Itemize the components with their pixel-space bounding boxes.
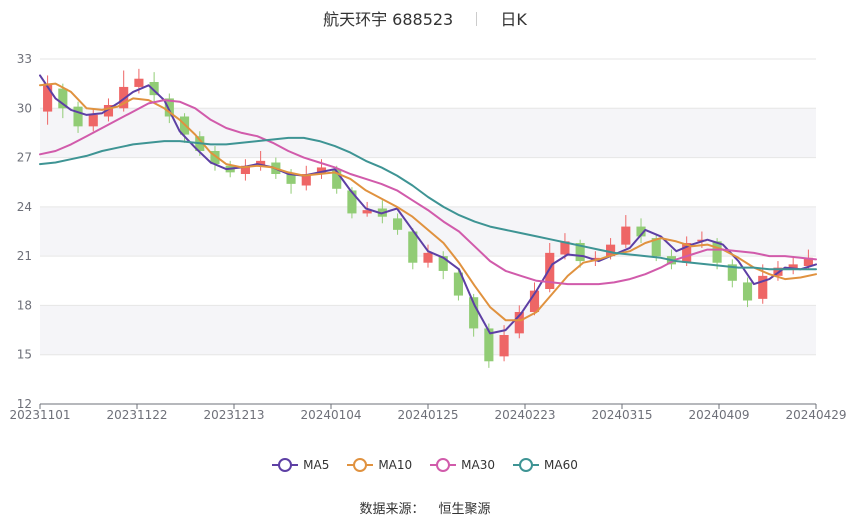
x-tick-label: 20240104 [300, 408, 361, 422]
grid-band [40, 108, 816, 158]
data-source: 数据来源： 恒生聚源 [0, 498, 850, 517]
grid-band [40, 305, 816, 355]
x-tick-label: 20231122 [106, 408, 167, 422]
source-label: 数据来源： [359, 502, 425, 517]
candle-body [682, 243, 692, 263]
legend-swatch-ma60 [513, 458, 540, 472]
y-tick-label: 33 [17, 52, 32, 66]
candle-body [119, 86, 129, 109]
x-tick-label: 20240223 [494, 408, 555, 422]
legend-label-ma10: MA10 [378, 458, 413, 472]
candle-body [103, 105, 114, 117]
y-tick-label: 30 [17, 101, 32, 115]
x-tick-label: 20240125 [397, 408, 458, 422]
candle-body [286, 174, 296, 184]
y-tick-label: 12 [17, 397, 32, 411]
y-tick-label: 15 [17, 348, 32, 362]
candle-body [606, 244, 616, 257]
legend-item-ma10[interactable]: MA10 [347, 458, 412, 472]
candle-body [256, 160, 266, 166]
legend-swatch-ma10 [347, 458, 374, 472]
candle-body [453, 272, 463, 296]
series-line-ma60 [39, 136, 817, 271]
candle-body [73, 106, 83, 127]
candle-body [545, 252, 555, 289]
legend-label-ma30: MA30 [461, 458, 496, 472]
stock-name: 航天环宇 688523 [323, 10, 454, 29]
candle-body [393, 218, 403, 230]
legend-label-ma5: MA5 [303, 458, 330, 472]
y-tick-label: 27 [17, 151, 32, 165]
y-tick-label: 24 [17, 200, 32, 214]
x-tick-label: 20231213 [203, 408, 264, 422]
candle-body [484, 328, 494, 362]
candle-body [332, 169, 342, 189]
candle-body [712, 241, 722, 263]
candle-body [164, 98, 174, 117]
candle-body [58, 88, 68, 109]
candle-body [408, 231, 418, 263]
legend-swatch-ma5 [272, 458, 299, 472]
candle-body [469, 297, 479, 329]
x-tick-label: 20240409 [688, 408, 749, 422]
candle-body [210, 151, 220, 165]
candle-body [438, 256, 448, 271]
chart-legend: MA5 MA10 MA30 MA60 [0, 458, 850, 472]
candle-body [529, 290, 540, 312]
source-provider: 恒生聚源 [438, 502, 491, 517]
legend-item-ma60[interactable]: MA60 [513, 458, 578, 472]
candle-body [88, 114, 98, 127]
candle-body [803, 257, 813, 266]
series-line-ma5 [39, 74, 817, 335]
candle-body [758, 275, 768, 299]
candle-body [742, 282, 753, 301]
candle-body [301, 174, 311, 186]
candle-body [423, 252, 433, 263]
candle-body [636, 226, 646, 237]
series-line-ma30 [39, 99, 817, 286]
candlestick-chart: 12 15 18 21 24 27 30 33 20231101 20231122 20231213… [9, 52, 846, 422]
candle-body [240, 165, 250, 174]
candle-body [514, 312, 524, 334]
candle-body [727, 264, 737, 281]
series-line-ma10 [39, 82, 817, 322]
x-tick-label: 20240315 [591, 408, 652, 422]
candle-body [316, 167, 327, 174]
candle-body [788, 264, 798, 270]
candle-body [575, 243, 585, 262]
candle-body [43, 83, 53, 112]
legend-item-ma30[interactable]: MA30 [430, 458, 495, 472]
candle-body [149, 82, 159, 96]
candle-body [362, 210, 372, 214]
legend-swatch-ma30 [430, 458, 457, 472]
candle-body [347, 190, 357, 214]
title-divider [476, 12, 478, 26]
period-label: 日K [500, 10, 527, 29]
chart-title: 航天环宇 688523 日K [0, 6, 850, 30]
candle-body [651, 238, 661, 257]
candle-body [621, 226, 631, 245]
legend-label-ma60: MA60 [544, 458, 578, 472]
legend-item-ma5[interactable]: MA5 [272, 458, 329, 472]
candle-body [134, 78, 144, 87]
y-tick-label: 21 [17, 249, 32, 263]
x-tick-label: 20231101 [9, 408, 70, 422]
x-tick-label: 20240429 [785, 408, 846, 422]
candle-body [560, 241, 570, 255]
y-tick-label: 18 [17, 298, 32, 312]
candle-body [499, 335, 509, 357]
